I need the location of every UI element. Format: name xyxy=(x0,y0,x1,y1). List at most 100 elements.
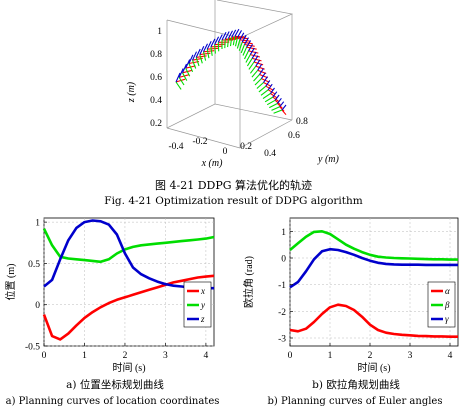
frame-axis-z xyxy=(257,63,263,71)
y-axis-label: 欧拉角 (rad) xyxy=(242,256,255,308)
x-tick-label: 0 xyxy=(223,147,228,157)
y-axis-label: 位置 (m) xyxy=(4,264,17,301)
legend-label-y: y xyxy=(200,300,205,310)
frame-axis-z xyxy=(185,59,191,69)
legend: α β γ xyxy=(427,281,456,328)
z-axis-label: z (m) xyxy=(126,81,137,103)
y-tick-label: 0 xyxy=(35,301,40,311)
frame-axis-z xyxy=(203,43,208,53)
x-tick-labels: 0 1 2 3 4 xyxy=(42,351,209,361)
euler-angle-chart: -3 -2 -1 0 1 0 1 2 3 4 时间 (s) 欧拉角 (rad) … xyxy=(242,217,459,374)
frame-axis-z xyxy=(195,48,201,58)
frame-axis-x xyxy=(248,50,259,54)
frame-axis-x xyxy=(244,43,255,47)
y-tick-label: 0 xyxy=(281,255,286,265)
frame-axis-y xyxy=(191,60,197,69)
frame-axis-z xyxy=(214,36,220,45)
z-tick-label: 0.6 xyxy=(150,73,162,83)
frame-axis-y xyxy=(178,77,185,86)
trajectory-3d-plot: 0.2 0.4 0.6 0.8 1 z (m) -0.4 -0.2 0 0.2 … xyxy=(126,0,339,169)
series-line-β xyxy=(289,229,458,261)
frame-axis-z xyxy=(175,72,181,83)
frame-axis-z xyxy=(253,55,259,63)
frame-axis-z xyxy=(221,32,227,41)
y-tick-label: 0.8 xyxy=(296,117,308,127)
x-axis-label: 时间 (s) xyxy=(112,361,145,374)
frame-axis-y xyxy=(266,99,276,106)
x-tick-label: 3 xyxy=(408,351,413,361)
frame-axis-y xyxy=(214,44,216,54)
tick-marks xyxy=(43,221,207,347)
frame-axis-y xyxy=(254,78,262,86)
frame-axis-y xyxy=(273,109,283,114)
frame-axis-y xyxy=(264,96,274,103)
frame-axis-y xyxy=(245,54,251,63)
frame-axis-x xyxy=(199,52,211,56)
frame-axis-y xyxy=(202,51,207,61)
legend-label-x: x xyxy=(200,286,205,296)
frame-axis-z xyxy=(210,38,216,48)
frame-axis-x xyxy=(246,46,257,50)
series-lines xyxy=(289,229,458,338)
legend: x y z xyxy=(183,281,212,328)
legend-label-z: z xyxy=(200,314,205,324)
x-tick-label: 1 xyxy=(82,351,87,361)
x-tick-label: 4 xyxy=(448,351,453,361)
y-tick-label: -0.5 xyxy=(25,343,40,353)
frame-axis-z xyxy=(267,83,273,91)
y-tick-label: 1 xyxy=(281,228,286,238)
frame-axis-x xyxy=(203,50,215,53)
frame-axis-z xyxy=(251,51,257,59)
frame-axis-y xyxy=(188,63,194,73)
frame-axis-z xyxy=(192,51,197,61)
z-tick-label: 0.2 xyxy=(150,119,162,129)
x-tick-label: 0.2 xyxy=(240,142,252,152)
tick-marks xyxy=(289,230,451,346)
frame-axis-z xyxy=(231,29,237,38)
frame-axis-x xyxy=(252,57,262,62)
frame-axis-y xyxy=(236,39,241,49)
x-tick-label: 0 xyxy=(288,351,293,361)
position-chart: -0.5 0 0.5 1 0 1 2 3 4 时间 (s) 位置 (m) x y… xyxy=(4,217,215,374)
z-tick-labels: 0.2 0.4 0.6 0.8 1 xyxy=(150,27,162,129)
x-tick-labels: -0.4 -0.2 0 0.2 0.4 xyxy=(168,137,276,159)
frame-axis-y xyxy=(242,46,248,56)
frame-axis-z xyxy=(276,97,282,104)
frame-axis-y xyxy=(269,103,278,109)
subfigure-a-caption-cn: a) 位置坐标规划曲线 xyxy=(66,379,164,391)
frame-axis-z xyxy=(279,101,285,108)
frame-axis-x xyxy=(207,47,219,50)
frame-axis-y xyxy=(229,37,233,47)
frame-axis-z xyxy=(248,44,253,52)
figure-caption-en: Fig. 4-21 Optimization result of DDPG al… xyxy=(104,195,363,207)
legend-label-beta: β xyxy=(444,300,450,310)
frame-axis-y xyxy=(206,49,210,59)
z-tick-label: 1 xyxy=(157,27,162,37)
frame-axis-y xyxy=(195,57,200,67)
subfigure-b-caption-cn: b) 欧拉角规划曲线 xyxy=(312,379,400,391)
y-tick-label: 0.6 xyxy=(288,131,300,141)
frame-axis-z xyxy=(259,68,264,75)
frame-axis-z xyxy=(274,94,280,101)
frame-axis-z xyxy=(228,30,233,39)
y-tick-label: 1 xyxy=(35,219,40,229)
frame-axis-y xyxy=(253,74,260,82)
figure-caption-cn: 图 4-21 DDPG 算法优化的轨迹 xyxy=(154,179,313,192)
frame-axis-y xyxy=(185,67,191,77)
frame-axis-z xyxy=(255,59,261,67)
y-tick-label: 0.5 xyxy=(28,260,40,270)
frame-axis-y xyxy=(238,42,243,51)
frame-axis-z xyxy=(265,80,271,87)
frame-axis-z xyxy=(237,30,242,38)
frame-axis-y xyxy=(258,85,267,93)
frame-axis-z xyxy=(260,72,266,79)
frame-axis-z xyxy=(188,54,194,64)
frame-axis-z xyxy=(263,76,268,83)
frame-axis-z xyxy=(281,104,287,111)
x-tick-label: -0.4 xyxy=(168,142,183,152)
frame-axis-z xyxy=(178,68,184,78)
frame-axis-y xyxy=(232,36,236,46)
frame-axis-y xyxy=(234,37,239,47)
frame-axis-z xyxy=(224,31,230,40)
legend-label-alpha: α xyxy=(445,286,450,296)
